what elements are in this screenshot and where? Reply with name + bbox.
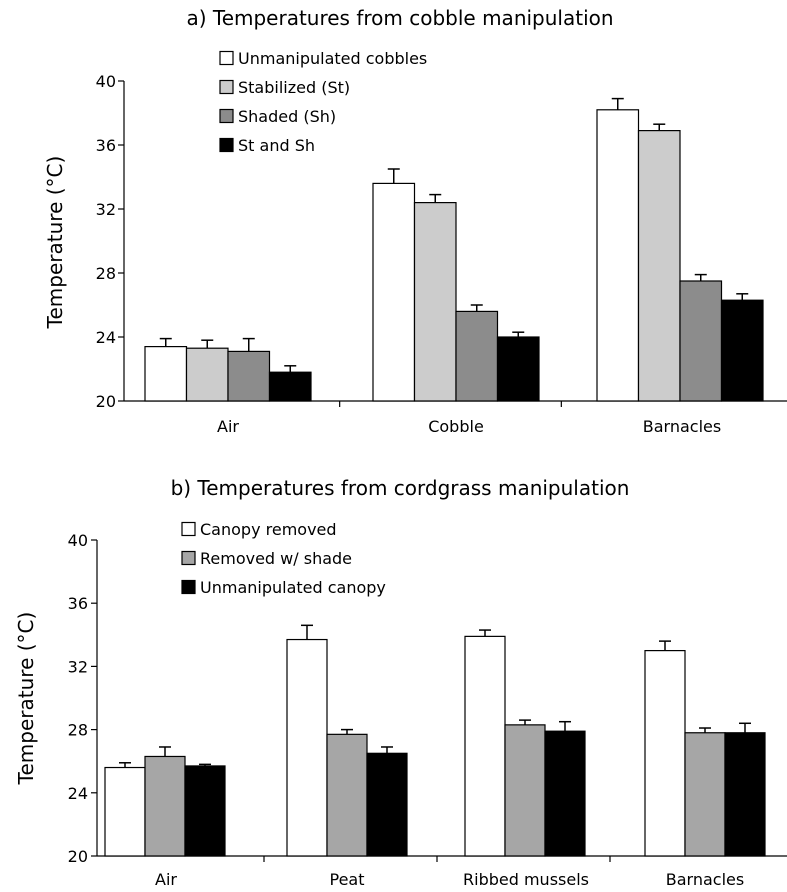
legend-swatch [219, 79, 234, 95]
bar [326, 733, 368, 857]
y-tick-label: 28 [96, 264, 116, 283]
chart-b-plot-area [96, 540, 787, 862]
bar [286, 638, 328, 857]
chart-b-y-ticks: 20 24 28 32 36 40 [68, 531, 97, 866]
legend-label: Stabilized (St) [238, 78, 350, 97]
legend-label: Canopy removed [200, 520, 337, 539]
category-label: Air [155, 870, 177, 889]
bar [144, 346, 188, 402]
bar [455, 310, 499, 402]
category-label: Barnacles [666, 870, 744, 889]
chart-a-category-labels: Air Cobble Barnacles [217, 417, 721, 436]
y-tick-label: 36 [96, 136, 116, 155]
bar [413, 202, 457, 402]
bar [184, 765, 226, 857]
bar [366, 752, 408, 857]
y-tick-label: 36 [68, 594, 88, 613]
legend-label: Removed w/ shade [200, 549, 352, 568]
y-tick-label: 28 [68, 721, 88, 740]
bar [637, 130, 681, 402]
bar [268, 371, 312, 402]
bar [644, 649, 686, 857]
category-label: Barnacles [643, 417, 721, 436]
category-label: Peat [330, 870, 365, 889]
bar [372, 182, 416, 402]
y-tick-label: 32 [96, 200, 116, 219]
chart-a-y-ticks: 20 24 28 32 36 40 [96, 72, 124, 411]
legend-swatch [219, 137, 234, 153]
bar [104, 766, 146, 857]
bar [544, 730, 586, 857]
bar [720, 299, 764, 402]
chart-b-category-labels: Air Peat Ribbed mussels Barnacles [155, 870, 744, 889]
y-tick-label: 20 [68, 847, 88, 866]
category-label: Air [217, 417, 239, 436]
legend-swatch [181, 550, 196, 566]
y-tick-label: 40 [96, 72, 116, 91]
bar [724, 732, 766, 857]
legend-label: Unmanipulated canopy [200, 578, 386, 597]
legend-swatch [181, 579, 196, 595]
chart-a-legend: Unmanipulated cobbles Stabilized (St) Shad… [219, 49, 427, 155]
bar [504, 724, 546, 857]
legend-label: St and Sh [238, 136, 315, 155]
chart-b-title: b) Temperatures from cordgrass manipulat… [171, 476, 630, 500]
bar [496, 336, 540, 402]
bar [464, 635, 506, 857]
bar [185, 347, 229, 402]
legend-swatch [219, 50, 234, 66]
chart-a-title: a) Temperatures from cobble manipulation [186, 6, 613, 30]
legend-label: Unmanipulated cobbles [238, 49, 427, 68]
legend-swatch [181, 521, 196, 537]
y-tick-label: 32 [68, 657, 88, 676]
bar [227, 350, 271, 402]
bar [684, 732, 726, 857]
chart-b-legend: Canopy removed Removed w/ shade Unmanipula… [181, 520, 386, 597]
y-tick-label: 40 [68, 531, 88, 550]
y-tick-label: 20 [96, 392, 116, 411]
y-tick-label: 24 [68, 784, 88, 803]
chart-a-y-axis-label: Temperature (°C) [43, 156, 67, 330]
bar [679, 280, 723, 402]
chart-b: b) Temperatures from cordgrass manipulat… [14, 476, 787, 889]
chart-b-y-axis-label: Temperature (°C) [14, 612, 38, 786]
chart-a-plot-area [123, 81, 787, 407]
y-tick-label: 24 [96, 328, 116, 347]
category-label: Cobble [428, 417, 484, 436]
legend-label: Shaded (Sh) [238, 107, 336, 126]
bar [596, 109, 640, 402]
category-label: Ribbed mussels [463, 870, 589, 889]
chart-a: a) Temperatures from cobble manipulation… [43, 6, 787, 436]
bar [144, 755, 186, 857]
legend-swatch [219, 108, 234, 124]
